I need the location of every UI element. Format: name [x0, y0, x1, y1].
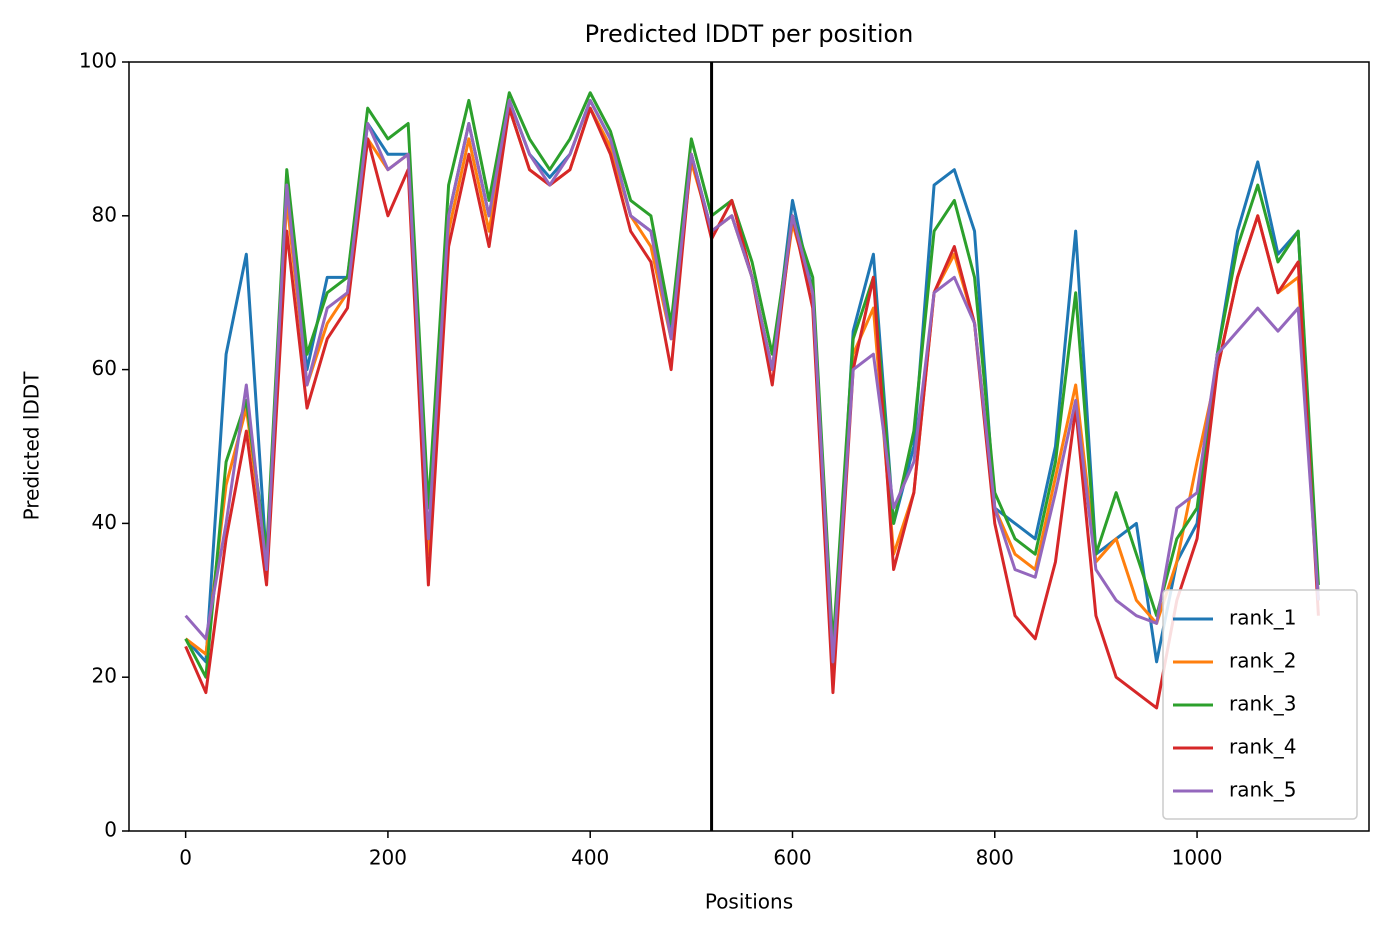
legend-label: rank_3	[1229, 692, 1296, 716]
legend-label: rank_1	[1229, 606, 1296, 630]
x-tick-label: 400	[571, 846, 609, 870]
legend-label: rank_2	[1229, 649, 1296, 673]
y-tick-label: 20	[92, 664, 117, 688]
y-tick-label: 0	[104, 818, 117, 842]
y-tick-label: 60	[92, 356, 117, 380]
x-tick-label: 200	[369, 846, 407, 870]
y-axis-label: Predicted lDDT	[20, 371, 44, 521]
x-tick-label: 1000	[1172, 846, 1223, 870]
y-tick-label: 80	[92, 202, 117, 226]
legend-box	[1162, 589, 1358, 820]
series-line	[184, 91, 1320, 679]
x-tick-label: 600	[773, 846, 811, 870]
plot-frame	[128, 61, 1370, 832]
x-axis-label: Positions	[705, 890, 793, 914]
x-tick-label: 800	[976, 846, 1014, 870]
legend-label: rank_5	[1229, 778, 1296, 802]
series-line	[184, 98, 1320, 664]
chart-title: Predicted lDDT per position	[585, 20, 914, 48]
y-tick-label: 100	[79, 49, 117, 73]
y-tick-label: 40	[92, 510, 117, 534]
series-line	[184, 106, 1320, 664]
x-tick-label: 0	[179, 846, 192, 870]
legend-label: rank_4	[1229, 735, 1296, 759]
